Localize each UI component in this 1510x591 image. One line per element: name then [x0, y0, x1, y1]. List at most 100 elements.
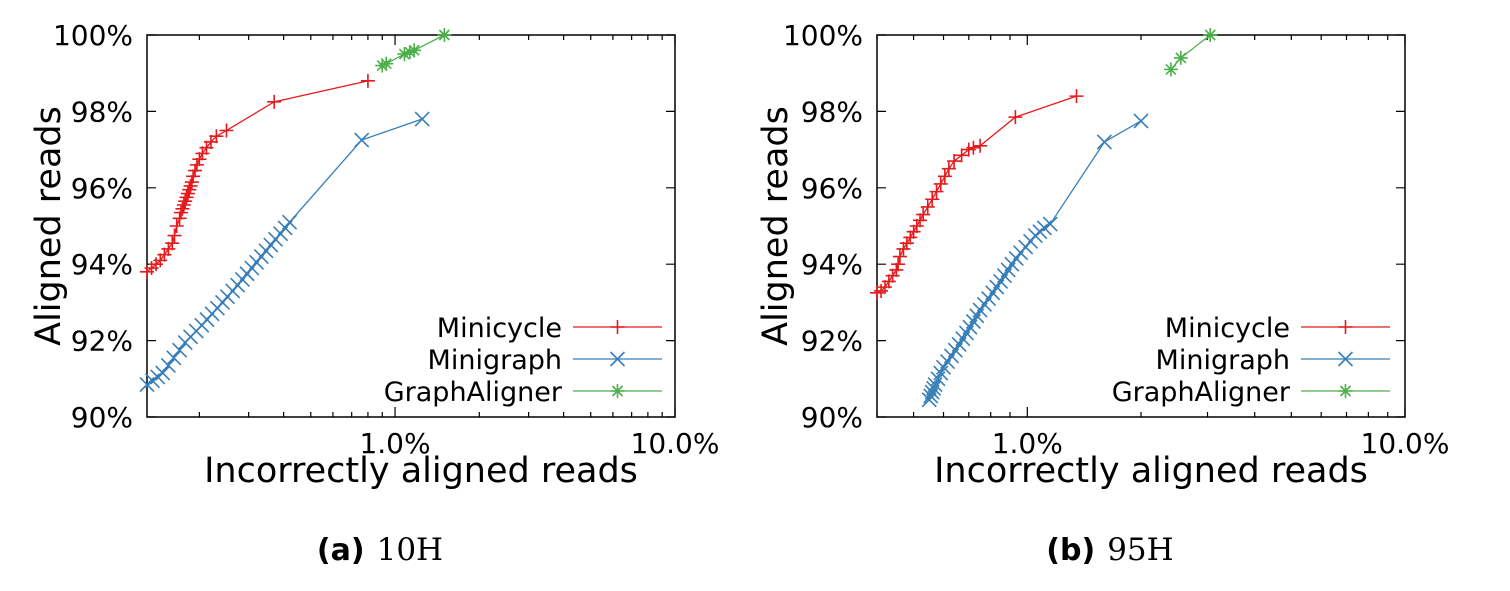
- data-point: [906, 224, 921, 239]
- data-point: [947, 154, 962, 169]
- legend-marker: [609, 351, 626, 367]
- y-tick-label: 92%: [801, 325, 863, 358]
- y-tick-label: 98%: [801, 95, 863, 128]
- series-line: [876, 95, 1077, 294]
- data-point: [184, 175, 199, 190]
- caption-text: 95H: [1107, 532, 1173, 568]
- data-point: [937, 169, 952, 184]
- data-point: [160, 357, 176, 373]
- data-point: [909, 219, 924, 233]
- data-point: [881, 274, 896, 289]
- data-point: [167, 228, 182, 243]
- series-minigraph: [921, 113, 1149, 408]
- data-point: [161, 241, 176, 256]
- data-point: [209, 129, 224, 144]
- data-point: [925, 192, 940, 207]
- data-point: [219, 123, 234, 138]
- y-axis-label: Aligned reads: [29, 106, 69, 346]
- x-axis-label: Incorrectly aligned reads: [204, 451, 638, 491]
- data-point: [176, 197, 191, 212]
- data-point: [189, 157, 204, 172]
- data-point: [1163, 62, 1178, 77]
- legend-label: GraphAligner: [384, 377, 563, 408]
- chart-panel-2: 90% 92% 94% 96% 98% 100% 1.0% 10.0%Incorrectly …: [756, 19, 1449, 568]
- series-graphaligner: [375, 28, 452, 73]
- data-point: [973, 138, 988, 153]
- y-tick-label: 94%: [801, 248, 863, 281]
- data-point: [903, 230, 918, 245]
- data-point: [1069, 89, 1084, 104]
- caption-letter: (b): [1046, 533, 1095, 568]
- data-point: [175, 201, 190, 216]
- data-point: [354, 132, 370, 148]
- data-point: [1203, 28, 1218, 42]
- y-tick-label: 100%: [783, 19, 863, 52]
- legend-label: Minigraph: [1156, 345, 1290, 376]
- legend-marker: [610, 320, 625, 334]
- data-point: [166, 350, 182, 366]
- data-point: [174, 205, 189, 220]
- x-axis-label: Incorrectly aligned reads: [934, 451, 1368, 491]
- data-point: [414, 111, 430, 127]
- data-point: [172, 211, 187, 226]
- data-point: [155, 365, 171, 381]
- data-point: [169, 219, 184, 233]
- data-point: [885, 268, 900, 283]
- legend-marker: [1337, 351, 1354, 367]
- y-tick-label: 96%: [801, 172, 863, 205]
- caption-text: 10H: [377, 532, 443, 568]
- series-minicycle: [140, 73, 375, 279]
- data-point: [397, 47, 412, 62]
- data-point: [926, 380, 942, 396]
- data-point: [870, 285, 884, 300]
- legend-label: Minicycle: [1165, 313, 1290, 344]
- data-point: [916, 207, 931, 222]
- y-tick-label: 96%: [71, 172, 133, 205]
- data-point: [896, 241, 911, 256]
- legend-label: Minicycle: [437, 313, 562, 344]
- data-point: [929, 184, 944, 199]
- data-point: [267, 94, 282, 109]
- plot-frame: [146, 34, 676, 418]
- data-point: [1173, 50, 1188, 65]
- panel-caption: (b) 95H: [1046, 532, 1173, 568]
- data-point: [1096, 134, 1112, 150]
- data-point: [179, 190, 194, 205]
- data-point: [889, 262, 904, 277]
- y-tick-label: 100%: [53, 19, 133, 52]
- legend-marker: [1338, 320, 1353, 334]
- data-point: [878, 280, 893, 295]
- data-point: [178, 194, 193, 209]
- data-point: [923, 388, 939, 404]
- data-point: [379, 56, 394, 71]
- y-tick-label: 94%: [71, 248, 133, 281]
- data-point: [954, 148, 969, 163]
- data-point: [282, 214, 298, 230]
- data-point: [891, 257, 906, 272]
- data-point: [1042, 216, 1058, 232]
- data-point: [899, 236, 914, 251]
- chart-panel-1: 90% 92% 94% 96% 98% 100% 1.0% 10.0%Incorrectly …: [29, 19, 719, 568]
- data-point: [920, 199, 935, 214]
- data-point: [182, 182, 197, 197]
- data-point: [183, 178, 198, 193]
- y-axis-label: Aligned reads: [756, 106, 796, 346]
- data-point: [892, 249, 907, 264]
- x-tick-label: 1.0%: [992, 427, 1063, 460]
- y-tick-label: 98%: [71, 95, 133, 128]
- x-tick-label: 10.0%: [1361, 427, 1450, 460]
- data-point: [407, 43, 422, 58]
- data-point: [188, 163, 203, 178]
- data-point: [165, 236, 180, 251]
- series-line: [928, 120, 1142, 401]
- series-minigraph: [139, 111, 430, 393]
- x-tick-label: 10.0%: [631, 427, 720, 460]
- data-point: [921, 392, 937, 408]
- data-point: [186, 169, 201, 184]
- data-point: [360, 73, 375, 88]
- data-point: [924, 384, 940, 400]
- panel-caption: (a) 10H: [317, 532, 443, 568]
- data-point: [172, 342, 188, 358]
- data-point: [913, 213, 928, 228]
